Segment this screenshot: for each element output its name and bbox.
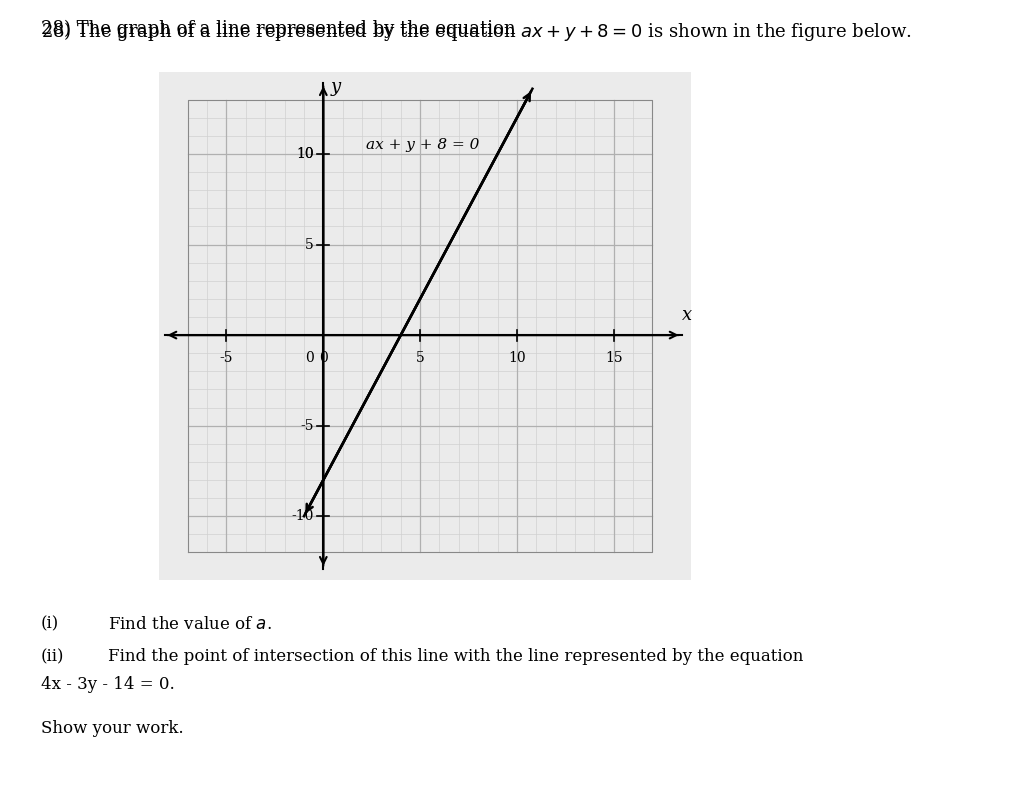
Text: 15: 15 <box>605 351 623 365</box>
Text: 4x - 3y - 14 = 0.: 4x - 3y - 14 = 0. <box>41 676 175 693</box>
Text: y: y <box>331 78 341 96</box>
Text: 5: 5 <box>305 237 313 251</box>
Text: -5: -5 <box>300 419 313 432</box>
Text: 0: 0 <box>305 351 313 365</box>
Text: -5: -5 <box>220 351 233 365</box>
Text: x: x <box>682 306 692 324</box>
Text: 28) The graph of a line represented by the equation $ax + y + 8 = 0$ is shown in: 28) The graph of a line represented by t… <box>41 20 911 43</box>
Text: Show your work.: Show your work. <box>41 720 183 737</box>
Text: (i): (i) <box>41 616 59 633</box>
Text: 0: 0 <box>318 351 328 365</box>
Text: 10: 10 <box>296 147 313 161</box>
Text: Find the point of intersection of this line with the line represented by the equ: Find the point of intersection of this l… <box>108 648 803 665</box>
Text: -10: -10 <box>291 510 313 523</box>
Text: 10: 10 <box>296 147 313 161</box>
Text: Find the value of $a$.: Find the value of $a$. <box>108 616 271 633</box>
Text: 5: 5 <box>416 351 425 365</box>
Text: ax + y + 8 = 0: ax + y + 8 = 0 <box>366 138 479 152</box>
Text: (ii): (ii) <box>41 648 65 665</box>
Text: 28) The graph of a line represented by the equation: 28) The graph of a line represented by t… <box>41 20 521 39</box>
Text: 10: 10 <box>508 351 525 365</box>
